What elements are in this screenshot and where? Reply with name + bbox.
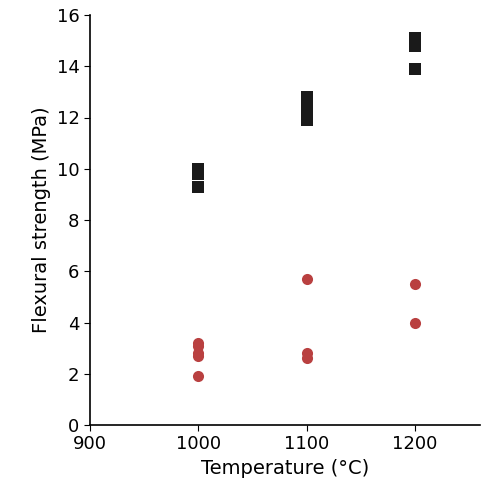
- Point: [302, 349, 310, 357]
- Point: [194, 349, 202, 357]
- Point: [302, 275, 310, 283]
- Y-axis label: Flexural strength (MPa): Flexural strength (MPa): [32, 106, 51, 334]
- Point: [411, 280, 419, 288]
- Point: [194, 352, 202, 360]
- Point: [411, 42, 419, 50]
- Point: [302, 354, 310, 362]
- Point: [194, 182, 202, 190]
- Point: [194, 342, 202, 349]
- Point: [302, 93, 310, 101]
- X-axis label: Temperature (°C): Temperature (°C): [201, 459, 369, 478]
- Point: [194, 339, 202, 347]
- Point: [194, 165, 202, 173]
- Point: [194, 372, 202, 380]
- Point: [411, 318, 419, 326]
- Point: [411, 34, 419, 42]
- Point: [302, 100, 310, 108]
- Point: [302, 116, 310, 124]
- Point: [411, 65, 419, 73]
- Point: [302, 108, 310, 116]
- Point: [194, 170, 202, 178]
